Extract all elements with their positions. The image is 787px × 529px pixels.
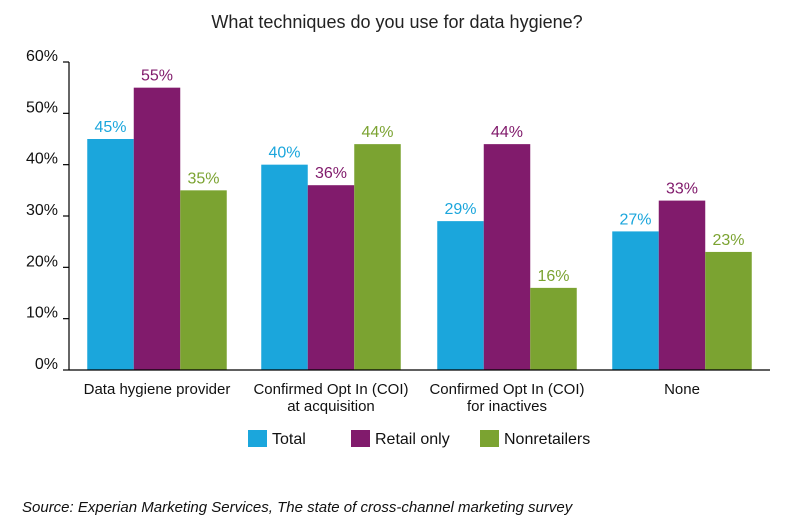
legend-label: Total: [272, 431, 306, 448]
legend-item: Total: [248, 430, 306, 448]
y-tick-label: 40%: [26, 151, 58, 168]
x-category-label: Data hygiene provider: [84, 381, 231, 398]
data-label: 44%: [361, 124, 393, 141]
y-axis: 0% 10% 20% 30% 40% 50% 60%: [26, 48, 70, 373]
y-tick-label: 20%: [26, 253, 58, 270]
bar: [307, 185, 355, 370]
legend: Total Retail only Nonretailers: [248, 430, 590, 448]
bar: [705, 251, 752, 370]
data-label: 27%: [619, 211, 651, 228]
data-label: 33%: [666, 181, 698, 198]
legend-label: Nonretailers: [504, 431, 590, 448]
data-label: 45%: [94, 119, 126, 136]
legend-label: Retail only: [375, 431, 450, 448]
data-label: 36%: [315, 165, 347, 182]
data-label: 40%: [268, 145, 300, 162]
data-label: 44%: [491, 124, 523, 141]
chart-title: What techniques do you use for data hygi…: [211, 12, 582, 32]
x-axis: Data hygiene provider Confirmed Opt In (C…: [69, 369, 770, 415]
bar: [530, 287, 577, 370]
x-category-label: Confirmed Opt In (COI) for inactives: [429, 381, 584, 415]
bar: [261, 164, 308, 370]
legend-item: Retail only: [351, 430, 450, 448]
bar: [87, 139, 134, 370]
y-tick-label: 10%: [26, 305, 58, 322]
data-label: 23%: [712, 232, 744, 249]
data-label: 35%: [187, 170, 219, 187]
legend-swatch: [351, 430, 370, 447]
y-tick-label: 30%: [26, 202, 58, 219]
source-note: Source: Experian Marketing Services, The…: [22, 499, 574, 516]
data-label: 29%: [444, 201, 476, 218]
x-category-label: Confirmed Opt In (COI) at acquisition: [253, 381, 408, 415]
y-tick-label: 50%: [26, 99, 58, 116]
bar: [437, 221, 484, 370]
bar: [354, 144, 401, 370]
bar: [658, 200, 706, 370]
legend-swatch: [248, 430, 267, 447]
y-tick-label: 0%: [35, 356, 58, 373]
bars: [87, 87, 752, 371]
data-label: 16%: [537, 268, 569, 285]
legend-swatch: [480, 430, 499, 447]
legend-item: Nonretailers: [480, 430, 590, 448]
x-category-label: None: [664, 381, 700, 398]
bar: [180, 190, 227, 370]
y-tick-label: 60%: [26, 48, 58, 65]
data-labels: 45% 55% 35% 40% 36% 44% 29% 44% 16% 27% 33% 23%: [94, 68, 744, 285]
bar: [612, 231, 659, 370]
data-label: 55%: [141, 68, 173, 85]
bar: [483, 144, 531, 370]
bar: [133, 87, 181, 371]
